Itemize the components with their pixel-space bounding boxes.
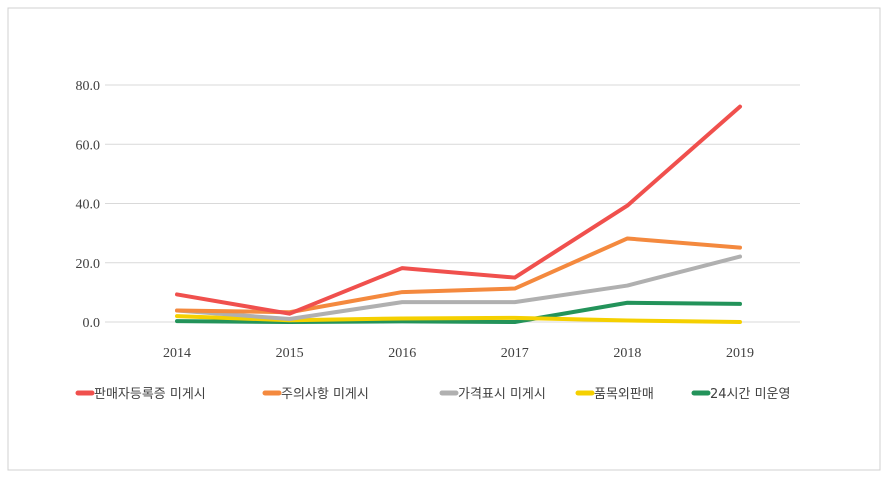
legend-item: 판매자등록증 미게시 <box>75 387 206 402</box>
legend-item: 품목외판매 <box>575 387 654 402</box>
legend-item: 가격표시 미게시 <box>439 387 546 402</box>
x-tick-label: 2015 <box>276 346 304 361</box>
legend-label: 품목외판매 <box>594 387 654 402</box>
legend-label: 판매자등록증 미게시 <box>94 387 206 402</box>
legend-label: 주의사항 미게시 <box>281 387 369 402</box>
legend-item: 24시간 미운영 <box>691 387 790 402</box>
legend-item: 주의사항 미게시 <box>262 387 369 402</box>
series-line <box>175 254 742 322</box>
x-tick-label: 2017 <box>501 346 529 361</box>
x-tick-label: 2018 <box>613 346 641 361</box>
y-tick-label: 20.0 <box>76 257 101 272</box>
legend-label: 가격표시 미게시 <box>458 387 546 402</box>
y-tick-label: 60.0 <box>76 138 101 153</box>
x-tick-label: 2016 <box>388 346 416 361</box>
x-tick-label: 2019 <box>726 346 754 361</box>
y-tick-label: 40.0 <box>76 198 101 213</box>
legend-label: 24시간 미운영 <box>710 387 790 402</box>
x-tick-label: 2014 <box>163 346 191 361</box>
y-tick-label: 80.0 <box>76 79 101 94</box>
series-line <box>175 300 742 324</box>
y-tick-label: 0.0 <box>83 316 101 331</box>
series-line <box>175 104 742 316</box>
